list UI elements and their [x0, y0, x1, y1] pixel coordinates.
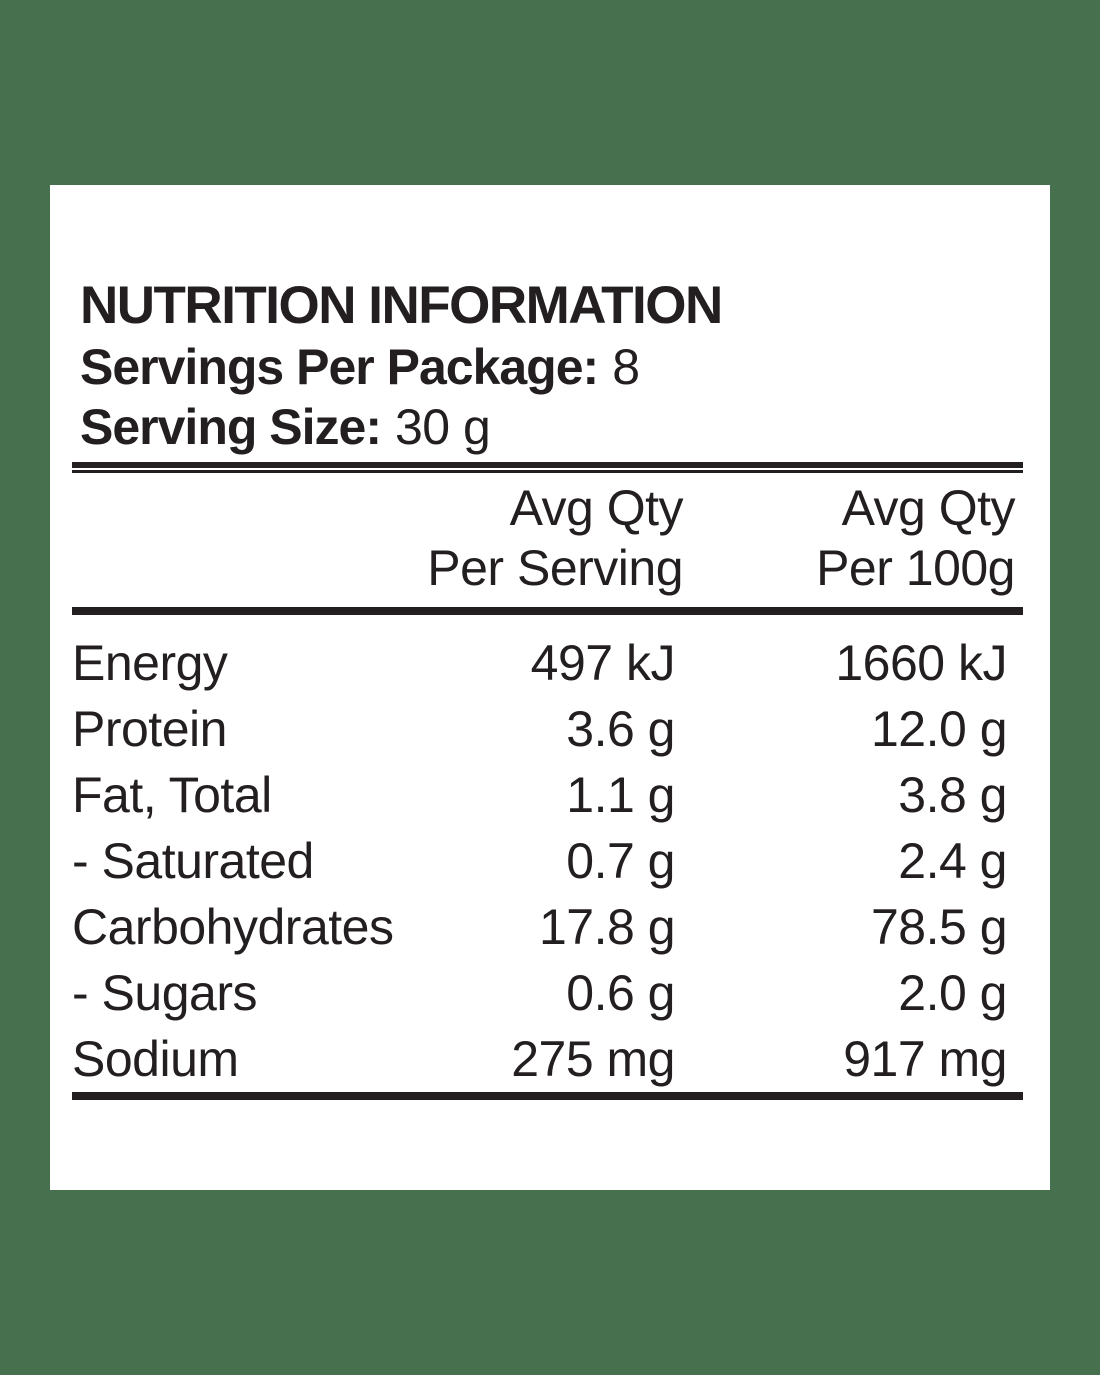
table-row-protein: Protein 3.6 g 12.0 g: [72, 696, 1023, 762]
table-row-energy: Energy 497 kJ 1660 kJ: [72, 630, 1023, 696]
column-header-per-100g-line2: Per 100g: [816, 540, 1015, 596]
servings-per-package-line: Servings Per Package: 8: [80, 337, 1015, 397]
per-serving-value: 17.8 g: [538, 899, 676, 955]
nutrient-name: Carbohydrates: [72, 899, 394, 955]
per-serving-value: 497 kJ: [530, 635, 676, 691]
column-header-per-serving-line1: Avg Qty: [509, 480, 684, 536]
per-serving-value: 1.1 g: [566, 767, 675, 823]
serving-size-label: Serving Size:: [80, 399, 382, 455]
nutrient-name: Protein: [72, 701, 227, 757]
label-header: NUTRITION INFORMATION Servings Per Packa…: [72, 185, 1023, 457]
serving-size-line: Serving Size: 30 g: [80, 397, 1015, 457]
divider-top-double-rule: [72, 462, 1023, 473]
nutrient-name: Fat, Total: [72, 767, 272, 823]
divider-bottom: [72, 1092, 1023, 1100]
table-row-carbohydrates: Carbohydrates 17.8 g 78.5 g: [72, 894, 1023, 960]
column-header-per-100g-line1: Avg Qty: [841, 480, 1016, 536]
nutrient-name: Energy: [72, 635, 228, 691]
nutrient-name: - Saturated: [72, 833, 314, 889]
table-row-sugars: - Sugars 0.6 g 2.0 g: [72, 960, 1023, 1026]
table-row-fat-total: Fat, Total 1.1 g 3.8 g: [72, 762, 1023, 828]
table-row-sodium: Sodium 275 mg 917 mg: [72, 1026, 1023, 1092]
table-row-saturated: - Saturated 0.7 g 2.4 g: [72, 828, 1023, 894]
per-serving-value: 0.6 g: [566, 965, 675, 1021]
nutrition-panel: NUTRITION INFORMATION Servings Per Packa…: [50, 185, 1050, 1190]
serving-size-value: 30 g: [395, 399, 491, 455]
servings-per-package-label: Servings Per Package:: [80, 339, 599, 395]
per-serving-value: 0.7 g: [566, 833, 675, 889]
nutrition-table-body: Energy 497 kJ 1660 kJ Protein 3.6 g 12.0…: [72, 630, 1023, 1092]
nutrient-name: Sodium: [72, 1031, 239, 1087]
per-100g-value: 2.0 g: [898, 965, 1007, 1021]
per-100g-value: 12.0 g: [870, 701, 1008, 757]
column-header-per-serving: Avg Qty Per Serving: [380, 478, 683, 598]
per-serving-value: 275 mg: [511, 1031, 675, 1087]
divider-below-headers: [72, 607, 1023, 615]
per-100g-value: 1660 kJ: [835, 635, 1007, 691]
per-100g-value: 2.4 g: [898, 833, 1007, 889]
panel-title: NUTRITION INFORMATION: [80, 276, 723, 335]
column-header-spacer: [80, 478, 380, 598]
per-100g-value: 78.5 g: [870, 899, 1008, 955]
per-serving-value: 3.6 g: [566, 701, 675, 757]
column-header-per-serving-line2: Per Serving: [427, 540, 683, 596]
per-100g-value: 917 mg: [843, 1031, 1007, 1087]
per-100g-value: 3.8 g: [898, 767, 1007, 823]
column-headers-row: Avg Qty Per Serving Avg Qty Per 100g: [72, 478, 1023, 598]
nutrient-name: - Sugars: [72, 965, 257, 1021]
column-header-per-100g: Avg Qty Per 100g: [683, 478, 1015, 598]
servings-per-package-value: 8: [612, 339, 640, 395]
